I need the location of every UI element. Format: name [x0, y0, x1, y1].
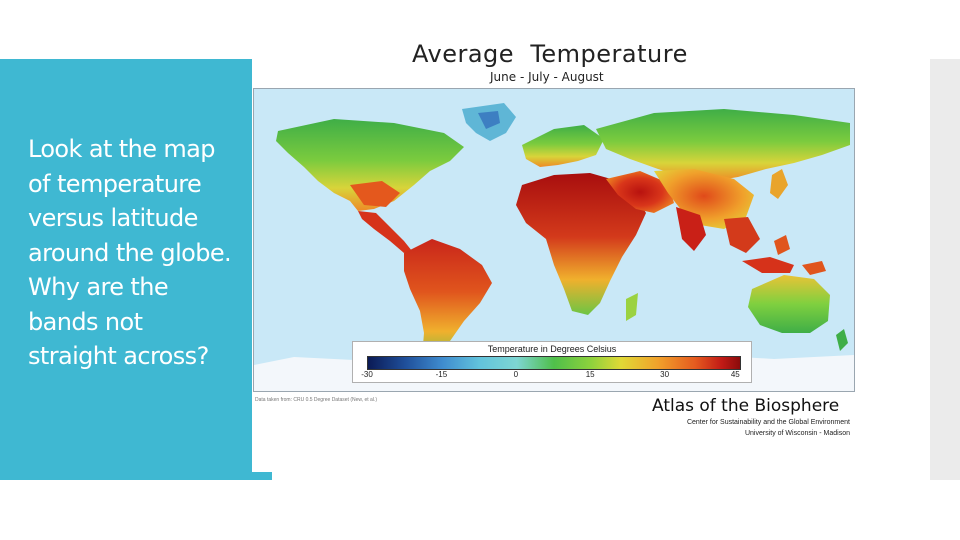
question-line: of temperature	[28, 169, 202, 198]
legend-tick: 15	[585, 370, 595, 379]
atlas-title: Atlas of the Biosphere	[652, 396, 840, 416]
question-text: Look at the map of temperature versus la…	[28, 132, 258, 374]
legend-tick: 45	[730, 370, 740, 379]
question-line: Look at the map	[28, 135, 216, 163]
side-panel	[0, 59, 252, 480]
question-line: straight across?	[28, 342, 209, 370]
legend-tick: 30	[660, 370, 670, 379]
map-title: Average Temperature	[412, 40, 688, 68]
question-line: Why are the	[28, 273, 169, 301]
map-subtitle: June - July - August	[490, 70, 604, 84]
question-line: around the globe.	[28, 238, 232, 267]
right-edge-strip	[930, 59, 960, 480]
legend-tick: -15	[435, 370, 448, 379]
question-line: bands not	[28, 307, 143, 336]
data-source-note: Data taken from: CRU 0.5 Degree Dataset …	[255, 397, 377, 403]
atlas-center-line: Center for Sustainability and the Global…	[686, 419, 850, 426]
side-panel-accent	[252, 472, 272, 480]
question-line: versus latitude	[28, 204, 198, 232]
atlas-university-line: University of Wisconsin - Madison	[744, 430, 850, 437]
legend-title: Temperature in Degrees Celsius	[487, 344, 617, 354]
legend-color-bar	[367, 356, 741, 370]
temperature-legend: Temperature in Degrees Celsius -30 -15 0…	[352, 341, 752, 383]
legend-tick-row: -30 -15 0 15 30 45	[361, 370, 740, 380]
legend-tick: 0	[513, 370, 519, 379]
legend-tick: -30	[361, 370, 373, 379]
